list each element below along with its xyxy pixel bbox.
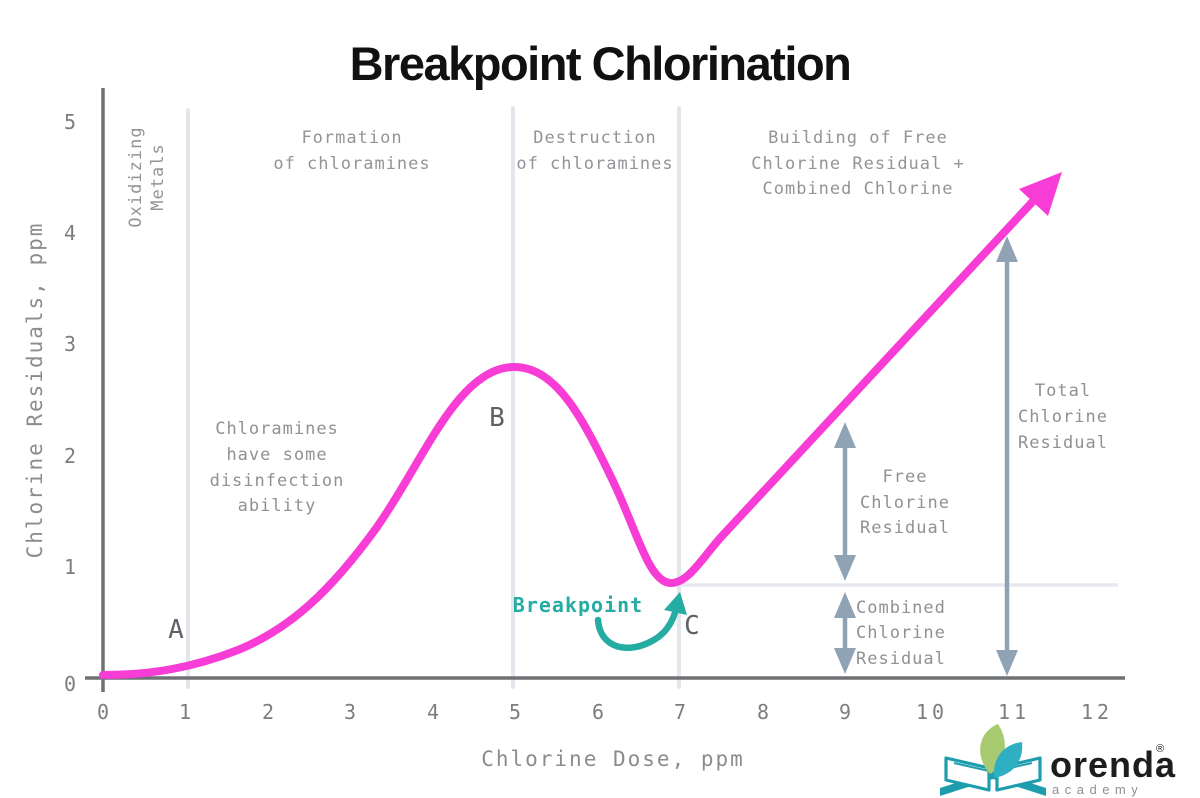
x-tick-0: 0 (97, 700, 113, 724)
chloramines-note-line-1: Chloramines (215, 419, 339, 439)
x-tick-9: 9 (839, 700, 855, 724)
total-residual-line-3: Residual (1018, 433, 1108, 453)
x-tick-labels: 0 1 2 3 4 5 6 7 8 9 10 11 12 (97, 700, 1113, 724)
breakpoint-label: Breakpoint (513, 593, 643, 617)
x-tick-2: 2 (262, 700, 278, 724)
total-residual-arrowhead-down (996, 650, 1018, 676)
x-tick-8: 8 (757, 700, 773, 724)
logo-sub-text: academy (1052, 782, 1143, 797)
x-tick-12: 12 (1081, 700, 1113, 724)
building-line-1: Building of Free (768, 128, 948, 148)
building-line-2: Chlorine Residual + (751, 154, 964, 174)
logo-teal-leaf-icon (993, 742, 1023, 778)
logo-book-left-page-icon (944, 756, 991, 792)
total-residual-line-2: Chlorine (1018, 407, 1108, 427)
y-tick-0: 0 (64, 672, 80, 696)
combined-residual-line-1: Combined (856, 598, 946, 618)
formation-line-2: of chloramines (273, 154, 430, 174)
chloramines-note-line-4: ability (238, 496, 317, 516)
x-tick-3: 3 (344, 700, 360, 724)
y-tick-4: 4 (64, 221, 80, 245)
zone-label-destruction: Destruction of chloramines (516, 128, 673, 174)
chloramines-note: Chloramines have some disinfection abili… (210, 419, 345, 516)
combined-residual-arrowhead-up (834, 592, 856, 618)
x-tick-5: 5 (509, 700, 525, 724)
logo-brand-text: orenda (1050, 744, 1176, 785)
curve-arrowhead (1019, 172, 1062, 216)
chloramines-note-line-3: disinfection (210, 471, 345, 491)
zone-label-building: Building of Free Chlorine Residual + Com… (751, 128, 964, 199)
free-residual-arrowhead-up (834, 422, 856, 448)
destruction-line-2: of chloramines (516, 154, 673, 174)
x-tick-11: 11 (998, 700, 1030, 724)
logo-registered-mark: ® (1156, 743, 1164, 755)
zone-divider-lines (186, 106, 681, 689)
combined-residual-line-3: Residual (856, 649, 946, 669)
y-tick-5: 5 (64, 110, 80, 134)
zone-label-oxidizing-metals: Oxidizing Metals (126, 126, 168, 227)
free-residual-line-1: Free (883, 467, 928, 487)
y-tick-2: 2 (64, 444, 80, 468)
oxidizing-line-2: Metals (148, 143, 168, 210)
x-tick-10: 10 (916, 700, 948, 724)
building-line-3: Combined Chlorine (763, 179, 954, 199)
x-tick-1: 1 (179, 700, 195, 724)
point-b-label: B (489, 403, 505, 433)
formation-line-1: Formation (301, 128, 402, 148)
x-axis-label: Chlorine Dose, ppm (481, 747, 745, 771)
total-residual-arrowhead-up (996, 236, 1018, 262)
y-tick-3: 3 (64, 332, 80, 356)
logo-book-left-page-line-icon (953, 762, 990, 772)
y-axis-label: Chlorine Residuals, ppm (23, 222, 47, 559)
destruction-line-1: Destruction (533, 128, 657, 148)
free-residual-arrowhead-down (834, 555, 856, 581)
free-residual-line-3: Residual (860, 518, 950, 538)
y-tick-1: 1 (64, 555, 80, 579)
x-tick-7: 7 (674, 700, 690, 724)
combined-residual-arrowhead-down (834, 648, 856, 674)
breakpoint-arrow (594, 602, 681, 651)
combined-residual-label: Combined Chlorine Residual (856, 598, 946, 669)
orenda-academy-logo: orenda ® academy (940, 724, 1176, 797)
axes-lines (85, 88, 1125, 692)
chart-title: Breakpoint Chlorination (350, 37, 851, 90)
free-residual-label: Free Chlorine Residual (860, 467, 950, 538)
y-tick-labels: 0 1 2 3 4 5 (64, 110, 80, 696)
measurement-arrows (834, 236, 1018, 676)
total-residual-label: Total Chlorine Residual (1018, 381, 1108, 453)
combined-residual-line-2: Chlorine (856, 623, 946, 643)
oxidizing-line-1: Oxidizing (126, 126, 146, 227)
point-c-label: C (684, 611, 700, 641)
free-residual-line-2: Chlorine (860, 493, 950, 513)
x-tick-6: 6 (592, 700, 608, 724)
total-residual-line-1: Total (1035, 381, 1091, 401)
chloramines-note-line-2: have some (226, 445, 327, 465)
breakpoint-arrowhead (664, 592, 687, 615)
chlorine-residual-curve (99, 194, 1040, 679)
x-tick-4: 4 (427, 700, 443, 724)
zone-label-formation: Formation of chloramines (273, 128, 430, 174)
point-a-label: A (168, 615, 184, 645)
